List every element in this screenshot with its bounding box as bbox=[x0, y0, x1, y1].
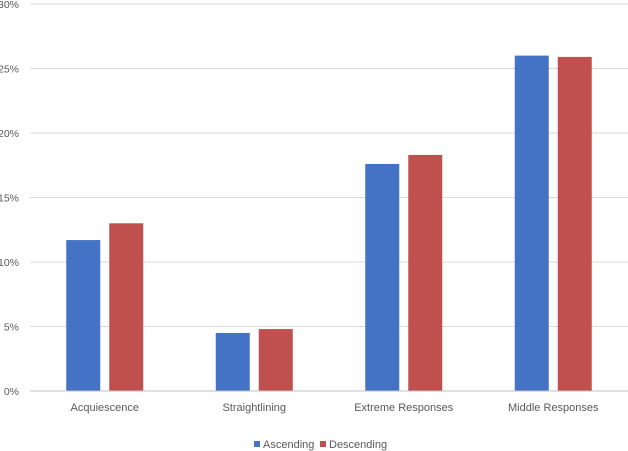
x-category-label: Middle Responses bbox=[508, 402, 599, 414]
bar-ascending-acquiescence bbox=[66, 240, 101, 391]
x-axis-category-labels: Acquiescence Straightlining Extreme Respon… bbox=[71, 402, 599, 414]
legend-swatch-ascending bbox=[254, 441, 260, 447]
y-tick-label: 0% bbox=[4, 386, 19, 398]
y-tick-label: 5% bbox=[4, 322, 19, 334]
bar-descending-acquiescence bbox=[109, 223, 144, 391]
y-tick-label: 20% bbox=[0, 128, 19, 140]
bars bbox=[66, 55, 592, 391]
y-tick-label: 25% bbox=[0, 64, 19, 76]
legend: Ascending Descending bbox=[254, 439, 387, 451]
bar-ascending-middle-responses bbox=[514, 55, 549, 391]
bar-ascending-extreme-responses bbox=[365, 163, 400, 391]
bar-descending-extreme-responses bbox=[408, 154, 443, 391]
y-tick-label: 15% bbox=[0, 193, 19, 205]
legend-swatch-descending bbox=[320, 441, 326, 447]
x-category-label: Extreme Responses bbox=[354, 402, 454, 414]
bar-descending-straightlining bbox=[258, 329, 293, 391]
bar-descending-middle-responses bbox=[557, 56, 592, 391]
x-category-label: Straightlining bbox=[222, 402, 286, 414]
x-category-label: Acquiescence bbox=[71, 402, 140, 414]
legend-label-descending: Descending bbox=[329, 439, 387, 451]
legend-label-ascending: Ascending bbox=[263, 439, 314, 451]
y-axis-tick-labels: 0% 5% 10% 15% 20% 25% 30% bbox=[0, 0, 19, 398]
bar-ascending-straightlining bbox=[215, 332, 250, 391]
y-tick-label: 10% bbox=[0, 257, 19, 269]
y-tick-label: 30% bbox=[0, 0, 19, 11]
